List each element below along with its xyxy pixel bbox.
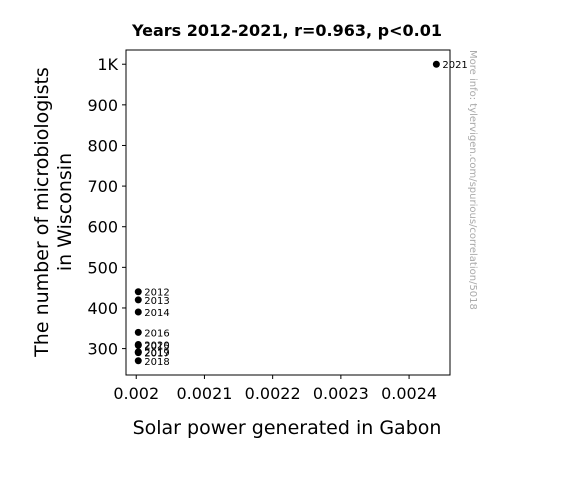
y-tick-label: 700 — [87, 177, 118, 196]
x-tick-label: 0.002 — [113, 384, 159, 403]
chart-title: Years 2012-2021, r=0.963, p<0.01 — [131, 21, 442, 40]
x-tick-label: 0.0023 — [313, 384, 369, 403]
y-axis: 300 400 500 600 700 800 900 1K — [87, 55, 126, 359]
watermark: More info: tylervigen.com/spurious/corre… — [467, 50, 478, 310]
data-point — [134, 357, 142, 365]
data-point-label: 2012 — [144, 288, 169, 299]
y-axis-title-line-1: The number of microbiologists — [31, 67, 53, 358]
data-point — [134, 288, 142, 296]
data-point — [134, 341, 142, 349]
data-point-label: 2016 — [144, 328, 169, 339]
y-tick-label: 900 — [87, 96, 118, 115]
y-tick-label: 400 — [87, 299, 118, 318]
x-tick-label: 0.0021 — [176, 384, 232, 403]
y-axis-title-line-2: in Wisconsin — [54, 153, 76, 271]
y-tick-label: 1K — [97, 55, 118, 74]
data-point — [134, 328, 142, 336]
data-point — [134, 308, 142, 316]
data-point-label: 2014 — [144, 308, 169, 319]
data-point-label: 2020 — [144, 341, 169, 352]
plot-area — [125, 49, 451, 376]
y-tick-label: 800 — [87, 136, 118, 155]
data-point-label: 2019 — [144, 348, 169, 359]
data-point-label: 2021 — [442, 60, 467, 71]
x-axis-title: Solar power generated in Gabon — [133, 417, 442, 439]
data-point-label: 2018 — [144, 357, 169, 368]
data-point-label: 2017 — [144, 349, 169, 360]
y-tick-label: 500 — [87, 258, 118, 277]
data-point — [432, 60, 440, 68]
data-point — [134, 349, 142, 357]
y-tick-label: 300 — [87, 340, 118, 359]
y-tick-label: 600 — [87, 218, 118, 237]
x-axis: 0.002 0.0021 0.0022 0.0023 0.0024 — [113, 375, 437, 403]
x-tick-label: 0.0022 — [245, 384, 301, 403]
x-tick-label: 0.0024 — [381, 384, 437, 403]
data-point-label: 2015 — [144, 341, 169, 352]
data-point-label: 2013 — [144, 296, 169, 307]
data-point — [134, 296, 142, 304]
